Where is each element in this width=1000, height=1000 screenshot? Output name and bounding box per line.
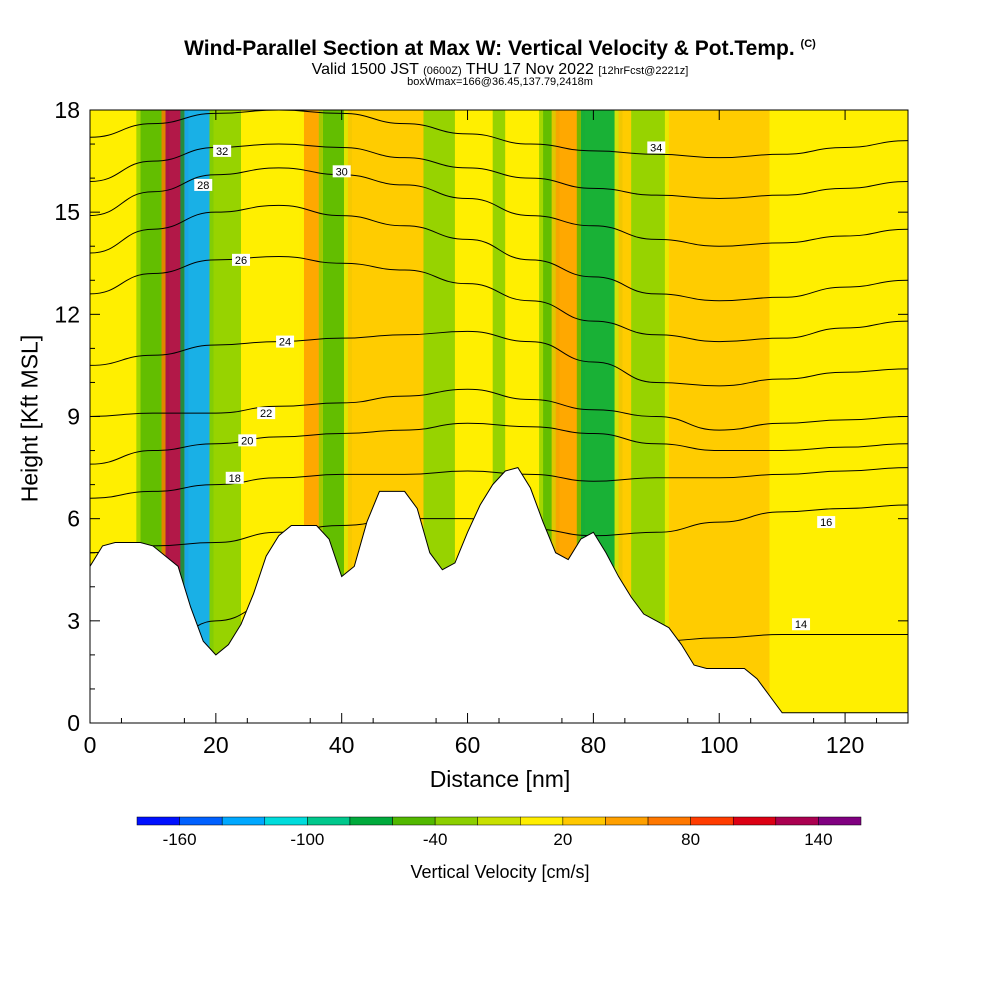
colorbar-tick-2: -40 [423,830,448,849]
colorbar-swatch-16 [818,816,862,826]
colorbar-tick-3: 20 [553,830,572,849]
contour-label-34: 34 [650,142,662,154]
colorbar-tick-4: 80 [681,830,700,849]
contour-label-bg-18 [225,471,244,484]
x-tick-label-80: 80 [581,732,607,758]
contour-label-18: 18 [229,473,241,485]
w-band-edge-l-6 [299,110,304,723]
copyright-mark: (C) [800,38,816,50]
colorbar-swatch-0 [136,816,180,826]
w-band-edge-l-15 [551,110,556,723]
contour-label-14: 14 [795,619,807,631]
w-band-edge-l-17 [614,110,619,723]
theta-contour-30 [90,167,908,247]
w-band-edge-l-2 [161,110,166,723]
contour-label-bg-30 [332,165,351,178]
w-band-20 [769,110,908,723]
forecast-info: [12hrFcst@2221z] [598,65,689,77]
box-info: boxWmax=166@36.45,137.79,2418m [407,76,593,88]
x-tick-label-100: 100 [700,732,738,758]
contour-label-bg-32 [213,144,232,157]
x-tick-label-120: 120 [826,732,864,758]
contour-label-30: 30 [336,166,348,178]
valid-utc: (0600Z) [423,65,462,77]
theta-contour-18 [90,467,908,499]
y-tick-label-18: 18 [54,97,80,123]
x-tick-label-0: 0 [84,732,97,758]
contour-label-bg-28 [194,178,213,191]
y-tick-label-0: 0 [67,710,80,736]
valid-prefix: Valid 1500 JST [311,61,419,78]
theta-contour-20 [90,422,908,465]
valid-day: THU 17 Nov 2022 [465,61,594,78]
colorbar-swatch-1 [179,816,223,826]
valid-time-line: Valid 1500 JST (0600Z) THU 17 Nov 2022 [… [0,61,1000,79]
colorbar-swatch-12 [647,816,691,826]
contour-label-bg-26 [232,253,251,266]
w-band-edge-l-14 [539,110,544,723]
colorbar-title: Vertical Velocity [cm/s] [410,862,590,882]
contour-label-28: 28 [197,180,209,192]
colorbar-swatch-9 [520,816,564,826]
w-band-edge-l-8 [343,110,348,723]
y-tick-label-9: 9 [67,404,80,430]
y-tick-label-12: 12 [54,301,80,327]
w-band-edge-l-1 [136,110,141,723]
w-band-edge-l-19 [664,110,669,723]
colorbar-tick-1: -100 [290,830,324,849]
colorbar-swatch-14 [732,816,777,826]
contour-label-24: 24 [279,337,291,349]
chart-title: Wind-Parallel Section at Max W: Vertical… [0,37,1000,61]
w-band-edge-l-16 [576,110,581,723]
y-tick-label-6: 6 [67,506,80,532]
terrain [90,467,908,723]
w-band-17 [618,110,632,723]
theta-contour-22 [90,388,908,431]
x-tick-label-40: 40 [329,732,355,758]
w-band-edge-l-7 [318,110,323,723]
title-text: Wind-Parallel Section at Max W: Vertical… [184,37,795,60]
contour-label-32: 32 [216,146,228,158]
contour-label-bg-20 [238,434,257,447]
contour-label-bg-24 [276,335,295,348]
contour-label-bg-22 [257,407,276,420]
y-tick-label-15: 15 [54,199,80,225]
colorbar-swatch-6 [392,816,436,826]
theta-contour-28 [90,204,908,302]
contour-label-20: 20 [241,435,253,447]
colorbar-swatch-3 [264,816,308,826]
w-band-edge-l-3 [180,110,185,723]
w-band-19 [668,110,770,723]
y-axis-title: Height [Kft MSL] [16,334,43,503]
colorbar-swatch-11 [605,816,649,826]
colorbar-swatch-15 [775,816,819,826]
theta-contour-26 [90,255,908,343]
colorbar-swatch-5 [349,816,393,826]
theta-contour-24 [90,330,908,387]
plot-area: 14 16 18 20 22 24 26 28 30 32 34 [90,110,908,723]
x-axis-title: Distance [nm] [429,766,571,792]
contour-label-bg-14 [792,618,811,631]
x-tick-label-60: 60 [455,732,481,758]
contour-label-22: 22 [260,408,272,420]
theta-contour-34 [90,110,908,159]
colorbar-swatch-2 [221,816,266,826]
colorbar-swatch-4 [307,816,351,826]
y-tick-label-3: 3 [67,608,80,634]
contour-label-bg-34 [647,141,666,154]
colorbar-swatch-13 [690,816,734,826]
contour-label-26: 26 [235,255,247,267]
x-tick-label-20: 20 [203,732,229,758]
contour-label-bg-16 [817,516,836,529]
colorbar-swatch-7 [434,816,478,826]
colorbar-swatch-8 [477,816,521,826]
colorbar-tick-0: -160 [163,830,197,849]
contour-label-16: 16 [820,517,832,529]
colorbar-tick-5: 140 [804,830,832,849]
colorbar-swatch-10 [562,816,606,826]
